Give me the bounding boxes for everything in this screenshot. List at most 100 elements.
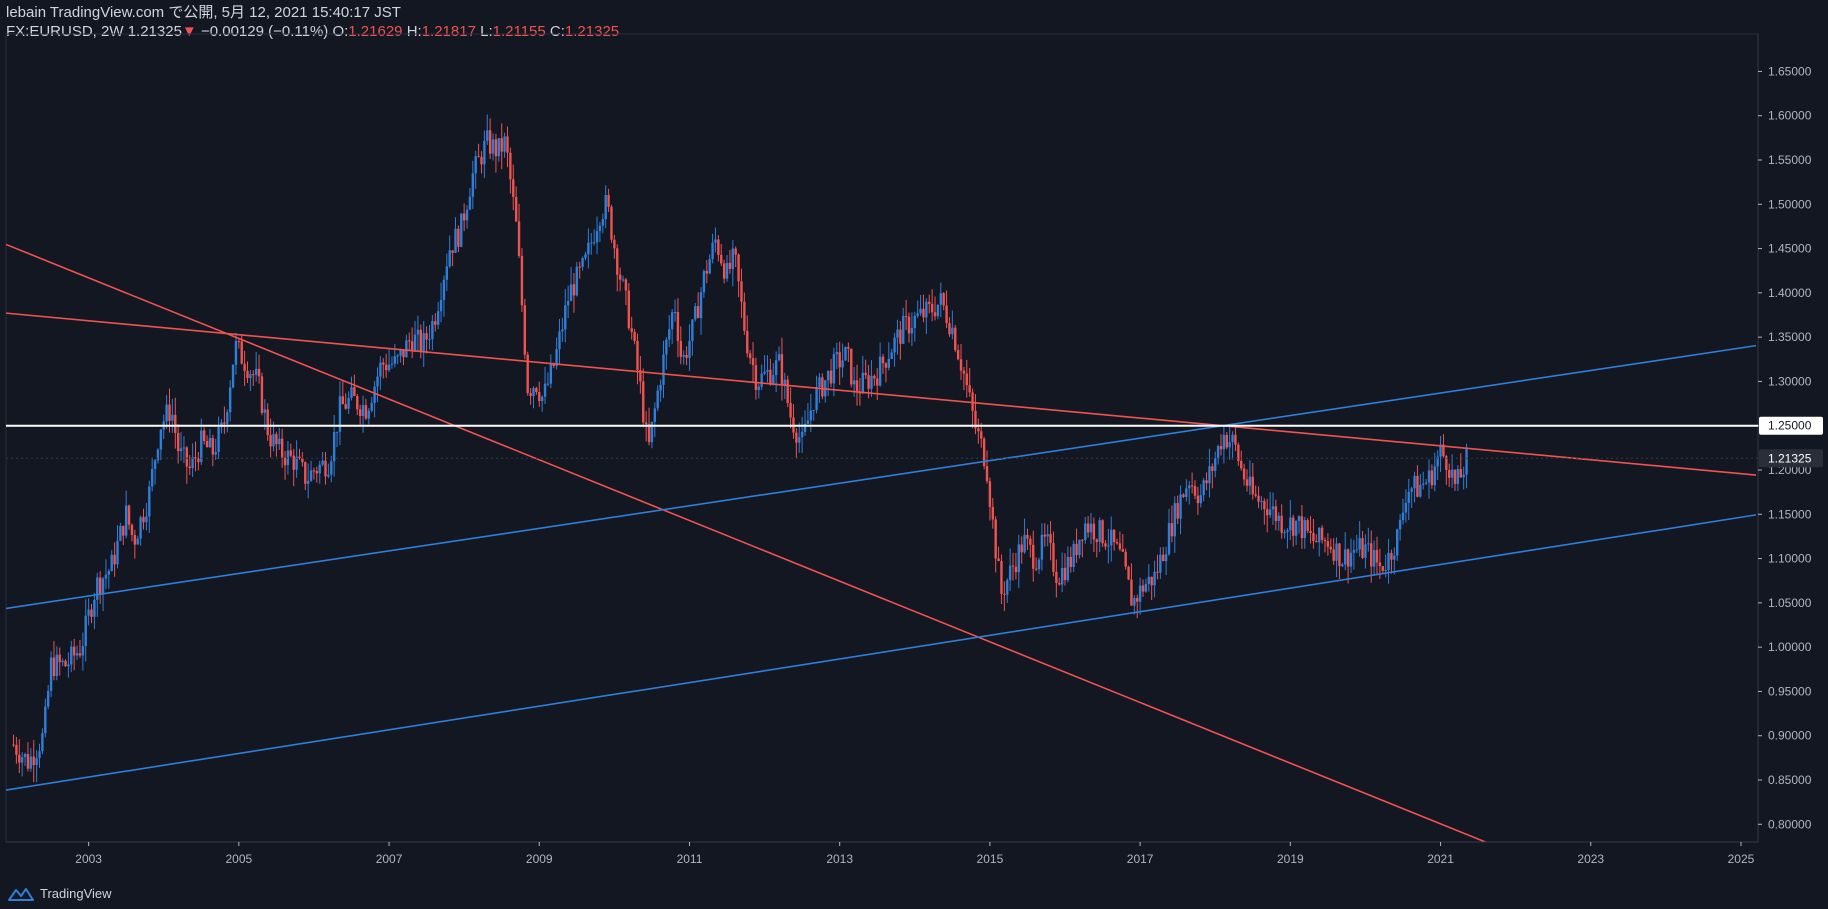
candle-body [358,409,362,417]
candle-body [1098,520,1101,542]
candle-body [1358,538,1361,550]
trend-lines[interactable] [6,243,1757,909]
candle-body [202,430,206,441]
candle-body [70,646,73,665]
candle-body [1023,534,1026,553]
candle-body [858,392,862,394]
candle-body [951,327,954,335]
candle-body [402,349,405,358]
candle-body [748,353,752,359]
candle-body [1112,529,1116,543]
candle-body [44,706,47,734]
tradingview-logo-icon [8,887,34,901]
candle-body [431,321,434,340]
candle-body [171,414,174,421]
candle-body [150,469,154,487]
candle-body [1416,475,1419,497]
candle-body [971,392,974,411]
candle-body [1459,469,1462,478]
candle-body [223,422,226,424]
ohlc-line: FX:EURUSD, 2W 1.21325▼ −0.00129 (−0.11%)… [6,23,619,41]
candle-body [1335,543,1338,561]
candle-body [165,404,168,422]
candle-body [699,292,703,319]
candle-body [841,360,844,368]
candle-body [653,408,657,422]
candle-body [688,340,691,358]
candle-body [269,435,272,447]
candle-body [1277,515,1280,521]
candle-body [985,466,989,482]
y-tick-label: 1.40000 [1768,286,1812,300]
candle-body [237,340,241,342]
candle-body [826,370,830,381]
candle-body [1419,484,1422,497]
y-tick-label: 0.95000 [1768,684,1812,698]
candle-body [1248,476,1252,486]
candle-body [676,312,680,341]
candle-body [64,660,67,667]
candle-body [1378,562,1382,567]
candle-body [731,248,735,269]
candle-body [956,350,960,360]
candle-body [231,364,235,388]
candle-body [67,664,70,667]
candle-body [613,239,616,249]
change-arrow-icon: ▼ [181,23,197,40]
candle-body [1147,576,1150,584]
candle-body [15,744,18,755]
candle-body [1092,523,1096,540]
candle-body [902,315,905,344]
candle-body [855,380,859,393]
candle-body [370,402,373,411]
candle-body [581,258,584,267]
candle-body [930,303,934,313]
candle-body [425,333,428,340]
candle-body [1433,466,1436,486]
candle-body [1159,554,1162,573]
candle-body [757,386,761,390]
candle-body [535,388,538,393]
candle-body [116,540,119,565]
candle-body [968,385,971,393]
candle-body [1453,469,1457,484]
candle-body [234,340,238,365]
candle-body [832,354,836,384]
candle-body [893,337,896,353]
candle-body [777,354,781,361]
candle-body [1462,474,1465,478]
symbol-label[interactable]: FX:EURUSD, 2W [6,23,124,40]
candle-body [312,470,316,472]
candle-body [1271,506,1275,510]
candle-body [933,312,937,317]
candle-body [844,346,847,361]
candle-body [1422,483,1425,485]
candle-body [113,554,116,565]
candle-body [913,315,916,329]
candle-body [601,219,605,226]
candle-body [197,458,200,463]
candle-body [338,396,342,432]
candle-body [428,339,431,341]
chart-header: lebain TradingView.com で公開, 5月 12, 2021 … [6,4,619,41]
candle-body [1014,566,1018,573]
candle-body [668,329,671,340]
candle-body [1173,503,1176,537]
candle-body [318,464,321,474]
candle-body [847,346,850,349]
candle-body [416,329,420,335]
candle-body [1260,500,1263,502]
candle-body [1086,523,1090,533]
candle-body [870,375,873,389]
candle-body [1320,527,1324,540]
candle-body [445,266,449,280]
candle-body [988,481,992,507]
candle-body [746,330,749,354]
candle-body [12,744,15,746]
candle-body [873,375,876,379]
candle-body [1000,561,1003,594]
tradingview-logo[interactable]: TradingView [8,886,112,901]
y-tick-label: 1.65000 [1768,64,1812,78]
candle-body [249,374,252,379]
